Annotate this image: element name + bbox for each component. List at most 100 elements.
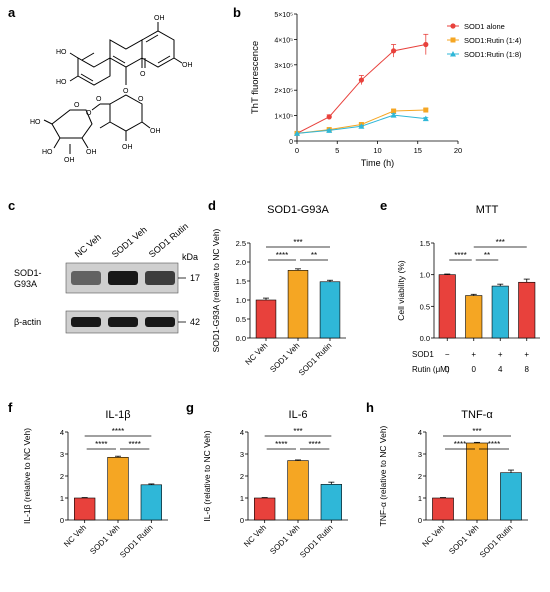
y-tick-label: 2 (240, 472, 244, 481)
y-tick-label: 1.5 (420, 239, 430, 248)
bond (173, 57, 183, 64)
bar (320, 484, 342, 521)
y-tick-label: 0.5 (420, 302, 430, 311)
lane-label: SOD1 Veh (110, 225, 149, 260)
bar (438, 274, 456, 339)
y-tick-label: 5×10⁵ (274, 12, 293, 19)
bar (254, 497, 276, 521)
panel-letter-g: g (186, 400, 194, 415)
y-tick-label: 0 (289, 139, 293, 146)
bond (141, 121, 151, 129)
bar (491, 285, 509, 339)
bar (466, 442, 488, 521)
y-axis-label: ThT fluorescence (250, 41, 261, 114)
x-tick-label: NC Veh (62, 523, 88, 549)
atom-label: O (86, 110, 92, 117)
legend-label: SOD1:Rutin (1:8) (464, 50, 522, 59)
bond (81, 137, 89, 149)
x-tick-label: SOD1 Rutin (478, 523, 515, 560)
y-tick-label: 1 (60, 494, 64, 503)
y-tick-label: 0 (418, 516, 422, 525)
x-tick-label: 15 (414, 146, 422, 155)
significance-label: ** (484, 251, 490, 260)
bond (145, 34, 159, 43)
data-point (326, 127, 333, 133)
y-tick-label: 1×10⁵ (274, 114, 293, 121)
legend-marker (450, 37, 456, 43)
y-axis-label: SOD1-G93A (relative to NC Veh) (211, 228, 221, 352)
x-tick-label: NC Veh (244, 341, 270, 367)
panel-letter-b: b (233, 5, 241, 20)
bar (287, 460, 309, 521)
rutin-structure (43, 22, 183, 154)
legend-label: SOD1 alone (464, 22, 505, 31)
atom-label: OH (154, 15, 165, 22)
blot-band (71, 317, 101, 327)
band-label: β-actin (14, 317, 41, 327)
significance-label: **** (454, 251, 466, 260)
kda-value: 17 (190, 273, 200, 283)
data-point (422, 115, 429, 122)
band-label: G93A (14, 279, 37, 289)
x-axis-label: Time (h) (361, 158, 394, 168)
series-line (296, 109, 426, 134)
bond (91, 103, 101, 111)
bond (69, 75, 79, 82)
significance-label: **** (128, 440, 140, 449)
x-tick-label: SOD1 Veh (88, 523, 121, 556)
atom-label: OH (150, 128, 161, 135)
x-tick-label: SOD1 Veh (268, 341, 301, 374)
y-tick-label: 2 (418, 472, 422, 481)
x-tick-label: NC Veh (421, 523, 447, 549)
x-tick-label: NC Veh (242, 523, 268, 549)
y-tick-label: 1 (240, 494, 244, 503)
atom-label: OH (122, 144, 133, 151)
y-tick-label: 4 (418, 428, 422, 437)
panel-letter-a: a (8, 5, 16, 20)
data-point (294, 130, 300, 136)
significance-label: *** (472, 427, 481, 436)
atom-label: O (74, 102, 80, 109)
bar (518, 281, 536, 339)
legend-label: SOD1:Rutin (1:4) (464, 36, 522, 45)
panel-g-bar-chart: IL-6 0 1 2 3 4 IL-6 (relative to NC Veh) NC Veh… (202, 409, 348, 560)
y-axis-label: IL-6 (relative to NC Veh) (202, 430, 212, 521)
y-tick-label: 2 (60, 472, 64, 481)
bond (69, 52, 79, 59)
y-tick-label: 2.5 (236, 239, 246, 248)
atom-label: OH (182, 62, 193, 69)
y-tick-label: 0.0 (420, 334, 430, 343)
y-tick-label: 4×10⁵ (274, 37, 293, 44)
ring-b (77, 57, 111, 86)
significance-label: **** (488, 440, 500, 449)
bond (112, 55, 126, 64)
data-point (390, 112, 397, 118)
x-tick-label: SOD1 Rutin (297, 341, 334, 378)
band-label: SOD1- (14, 268, 42, 278)
y-tick-label: 3×10⁵ (274, 63, 293, 70)
molecule-labels: OH OH O HO HO O OH O O O O HO HO OH OH O… (30, 15, 193, 164)
y-tick-label: 3 (240, 450, 244, 459)
bond (43, 119, 53, 125)
bar (500, 472, 522, 521)
y-tick-label: 0.5 (236, 315, 246, 324)
panel-letter-d: d (208, 198, 216, 213)
panel-e-bar-chart: MTT 0.0 0.5 1.0 1.5 Cell viability (%) SOD1 − + +… (396, 204, 540, 374)
panel-letter-f: f (8, 400, 13, 415)
bar (74, 497, 96, 521)
atom-label: HO (56, 49, 67, 56)
y-axis-label: Cell viability (%) (396, 260, 406, 321)
y-tick-label: 4 (60, 428, 64, 437)
condition-value: + (498, 350, 503, 359)
ring-a (141, 30, 175, 68)
condition-row-label: SOD1 (412, 350, 434, 359)
condition-row-label: Rutin (μM) (412, 365, 450, 374)
atom-label: OH (64, 157, 75, 164)
legend-marker (450, 51, 456, 57)
bond (99, 121, 111, 129)
legend-marker (450, 23, 456, 29)
x-tick-label: SOD1 Veh (268, 523, 301, 556)
y-tick-label: 2×10⁵ (274, 88, 293, 95)
atom-label: HO (56, 79, 67, 86)
atom-label: O (96, 96, 102, 103)
